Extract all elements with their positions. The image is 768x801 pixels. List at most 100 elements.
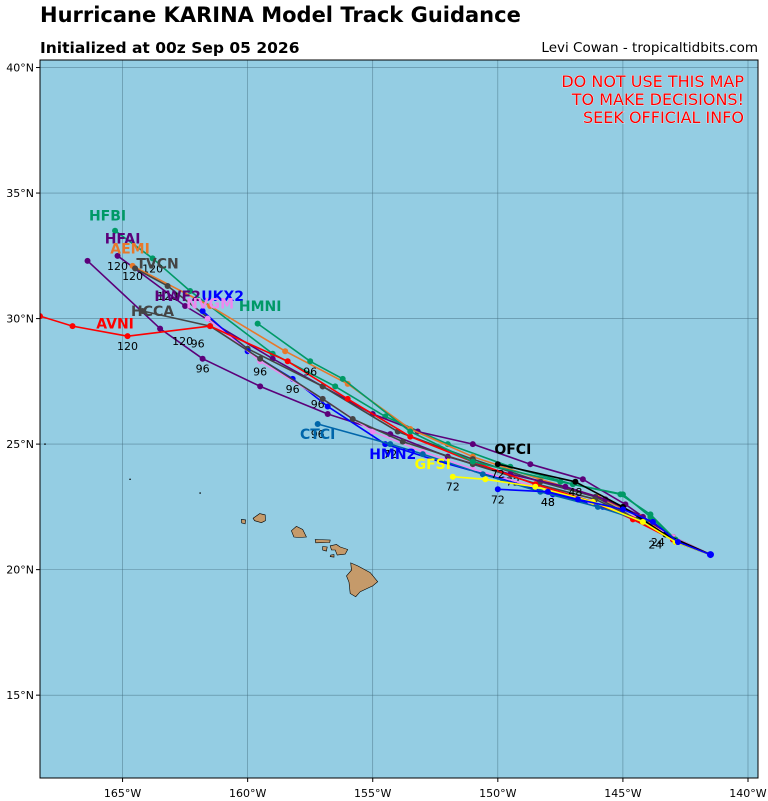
track-point (324, 410, 331, 417)
island-kauai (252, 513, 266, 524)
model-name-label: HCCA (131, 304, 174, 320)
track-point (479, 471, 486, 478)
track-point (324, 403, 331, 410)
track-point (84, 257, 91, 264)
track-point (199, 308, 206, 315)
track-point (494, 486, 501, 493)
track-point (257, 355, 264, 362)
tick-label-lat: 15°N (6, 689, 34, 702)
track-point (349, 416, 356, 422)
track-point (199, 355, 206, 362)
track-point (319, 395, 326, 402)
track-point (187, 287, 194, 294)
track-point (164, 282, 171, 289)
forecast-hour-label: 72 (491, 468, 505, 481)
track-point (544, 488, 551, 495)
track-point (69, 323, 76, 330)
forecast-hour-label: 120 (107, 260, 128, 273)
track-point (284, 358, 291, 365)
track-point (619, 491, 626, 498)
track-point (149, 255, 156, 262)
track-point (257, 383, 264, 390)
forecast-hour-label: 96 (196, 363, 210, 376)
forecast-hour-label: 120 (117, 340, 138, 353)
track-point (674, 539, 681, 546)
tick-label-lat: 40°N (6, 62, 34, 75)
track-point (339, 375, 346, 382)
forecast-hour-label: 24 (648, 538, 662, 551)
track-point (254, 320, 261, 327)
map-frame (39, 59, 759, 779)
model-name-label: GFSI (415, 457, 451, 473)
storm-start-point (706, 551, 714, 559)
model-tracks: 120HFBI1207296HFAI120AEMI120TVCN96HWF296… (40, 209, 714, 559)
tick-label-lat: 25°N (6, 438, 34, 451)
ocean-background (40, 60, 758, 778)
track-point (557, 478, 564, 485)
model-name-label: HMN2 (369, 447, 416, 463)
small-island (44, 443, 46, 445)
forecast-hour-label: 120 (142, 262, 163, 275)
forecast-hour-label: 72 (383, 448, 397, 461)
track-point (344, 395, 351, 402)
track-point (619, 506, 626, 513)
forecast-hour-label: 72 (446, 481, 460, 494)
map-subtitle: Initialized at 00z Sep 05 2026 (40, 39, 300, 57)
track-point (369, 428, 376, 435)
track-point (139, 308, 146, 315)
track-point (124, 333, 131, 340)
track-hmni: 96 HMNI (239, 299, 711, 556)
track-point (399, 438, 406, 445)
track-point (112, 227, 119, 234)
model-name-label: HFAI (105, 231, 141, 247)
track-point (182, 303, 189, 310)
island-niihau (241, 519, 246, 525)
forecast-hour-label: 96 (311, 428, 325, 441)
warning-line: DO NOT USE THIS MAP (561, 72, 744, 91)
model-name-label: TVCN (136, 256, 178, 272)
track-point (204, 315, 211, 322)
track-point (469, 458, 476, 465)
track-point (114, 252, 121, 259)
island-maui (329, 544, 349, 556)
warning-line: SEEK OFFICIAL INFO (583, 108, 744, 127)
graticule (40, 60, 758, 778)
track-point (469, 441, 476, 448)
model-name-label: HFBI (89, 209, 126, 225)
forecast-hour-label: 48 (541, 496, 555, 509)
track-point (40, 313, 43, 320)
track-point (494, 461, 501, 468)
model-name-label: OFCI (494, 442, 531, 458)
island-molokai (314, 539, 331, 544)
track-point (207, 303, 214, 310)
tick-label-lat: 30°N (6, 313, 34, 326)
tick-label-lon: 155°W (354, 787, 391, 800)
small-island (129, 478, 131, 481)
track-point (282, 348, 289, 355)
forecast-hour-label: 24 (651, 536, 665, 549)
track-point (639, 518, 646, 525)
track-point (579, 476, 586, 483)
track-point (482, 476, 489, 483)
track-point (532, 483, 539, 490)
track-hmn2: 48 72 24 HMN2 (369, 447, 711, 556)
credit-line: Levi Cowan - tropicaltidbits.com (541, 40, 758, 56)
tick-label-lon: 160°W (229, 787, 266, 800)
track-point (407, 428, 414, 435)
forecast-hour-label: 96 (253, 365, 267, 378)
model-name-label: HWF2 (154, 289, 200, 305)
model-name-label: UKX2 (201, 289, 244, 305)
forecast-hour-label: 72 (491, 493, 505, 506)
track-point (332, 383, 339, 390)
track-point (574, 496, 581, 503)
forecast-hour-label: 96 (191, 338, 205, 351)
tick-label-lon: 140°W (729, 787, 766, 800)
track-point (419, 451, 426, 458)
small-island (199, 492, 201, 494)
track-point (594, 503, 601, 510)
tick-label-lon: 145°W (604, 787, 641, 800)
model-name-label: NVGM (186, 297, 234, 313)
track-point (649, 518, 656, 525)
forecast-hour-label: 120 (122, 270, 143, 283)
